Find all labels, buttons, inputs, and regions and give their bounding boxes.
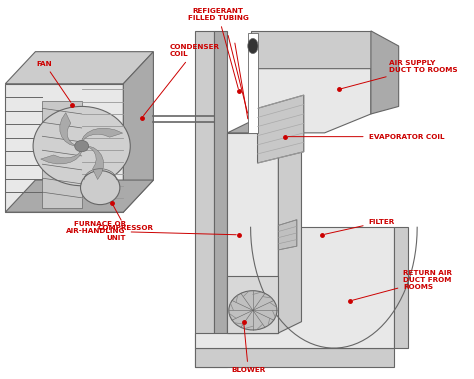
Text: EVAPORATOR COIL: EVAPORATOR COIL bbox=[288, 134, 444, 139]
Polygon shape bbox=[278, 220, 297, 250]
Polygon shape bbox=[84, 146, 103, 180]
Text: AIR SUPPLY
DUCT TO ROOMS: AIR SUPPLY DUCT TO ROOMS bbox=[341, 60, 458, 89]
Text: CONDENSER
COIL: CONDENSER COIL bbox=[144, 44, 219, 116]
Polygon shape bbox=[123, 52, 154, 212]
Polygon shape bbox=[251, 31, 371, 69]
Ellipse shape bbox=[81, 171, 120, 205]
Polygon shape bbox=[195, 31, 214, 367]
Polygon shape bbox=[278, 122, 301, 333]
Polygon shape bbox=[5, 180, 154, 212]
Polygon shape bbox=[228, 276, 278, 333]
Polygon shape bbox=[251, 69, 371, 133]
Polygon shape bbox=[195, 348, 394, 367]
Ellipse shape bbox=[248, 38, 258, 53]
Text: RETURN AIR
DUCT FROM
ROOMS: RETURN AIR DUCT FROM ROOMS bbox=[353, 270, 452, 300]
Polygon shape bbox=[228, 133, 278, 333]
Text: BLOWER: BLOWER bbox=[231, 324, 265, 373]
Polygon shape bbox=[394, 227, 408, 348]
Polygon shape bbox=[5, 52, 154, 84]
Polygon shape bbox=[248, 33, 257, 133]
Circle shape bbox=[229, 291, 277, 330]
Polygon shape bbox=[5, 84, 123, 212]
Text: COMPRESSOR: COMPRESSOR bbox=[98, 205, 154, 231]
Circle shape bbox=[33, 106, 130, 186]
Polygon shape bbox=[42, 101, 82, 208]
Polygon shape bbox=[214, 31, 228, 367]
Circle shape bbox=[75, 140, 89, 152]
Text: FAN: FAN bbox=[37, 61, 71, 102]
Polygon shape bbox=[257, 95, 304, 163]
Polygon shape bbox=[371, 31, 399, 114]
Polygon shape bbox=[228, 122, 301, 133]
Polygon shape bbox=[60, 113, 79, 146]
Text: FILTER: FILTER bbox=[325, 219, 395, 234]
Polygon shape bbox=[195, 227, 394, 348]
Polygon shape bbox=[41, 148, 82, 164]
Text: FURNACE OR
AIR-HANDLING
UNIT: FURNACE OR AIR-HANDLING UNIT bbox=[66, 221, 236, 241]
Polygon shape bbox=[82, 128, 123, 144]
Text: REFIGERANT
FILLED TUBING: REFIGERANT FILLED TUBING bbox=[188, 8, 249, 89]
